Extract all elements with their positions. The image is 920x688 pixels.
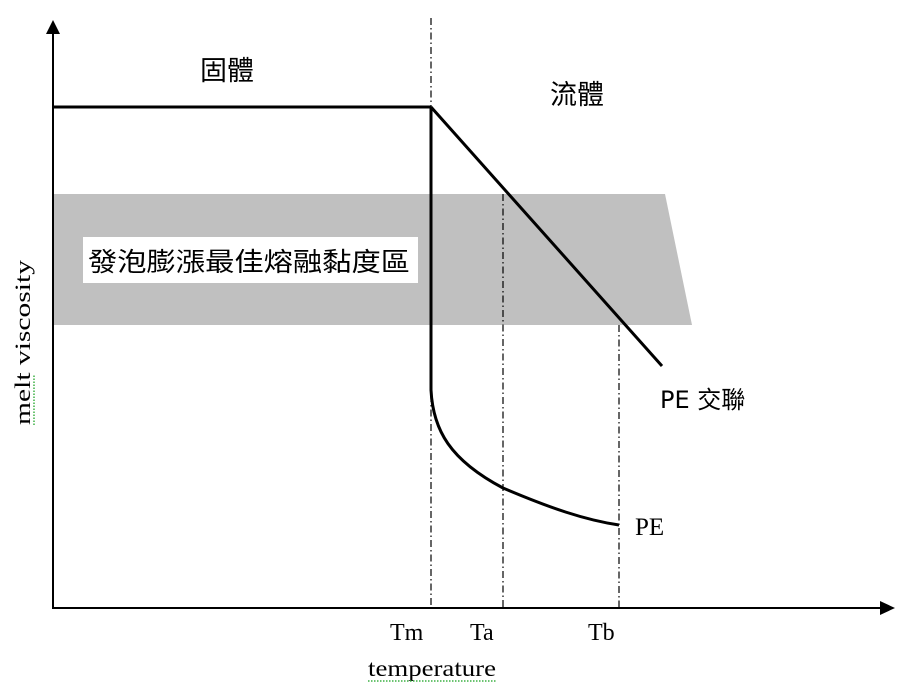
- pe-curve: [429, 107, 620, 527]
- x-axis-title: temperature: [368, 656, 496, 681]
- fluid-region-label: 流體: [550, 80, 604, 111]
- pe-label: PE: [635, 514, 664, 541]
- pe-crosslinked-curve: [429, 106, 664, 367]
- solid-region-label: 固體: [200, 56, 254, 87]
- x-axis-arrow: [880, 601, 895, 615]
- pe-crosslinked-label: PE 交聯: [660, 386, 745, 414]
- y-axis-arrow: [46, 20, 60, 34]
- optimal-zone-label: 發泡膨漲最佳熔融黏度區: [88, 248, 410, 278]
- y-axis-title: melt viscosity: [10, 260, 35, 425]
- tick-label-tb: Tb: [588, 620, 615, 646]
- tick-label-ta: Ta: [470, 620, 494, 646]
- optimal-zone-label-box: [83, 237, 418, 283]
- tick-label-tm: Tm: [390, 620, 424, 646]
